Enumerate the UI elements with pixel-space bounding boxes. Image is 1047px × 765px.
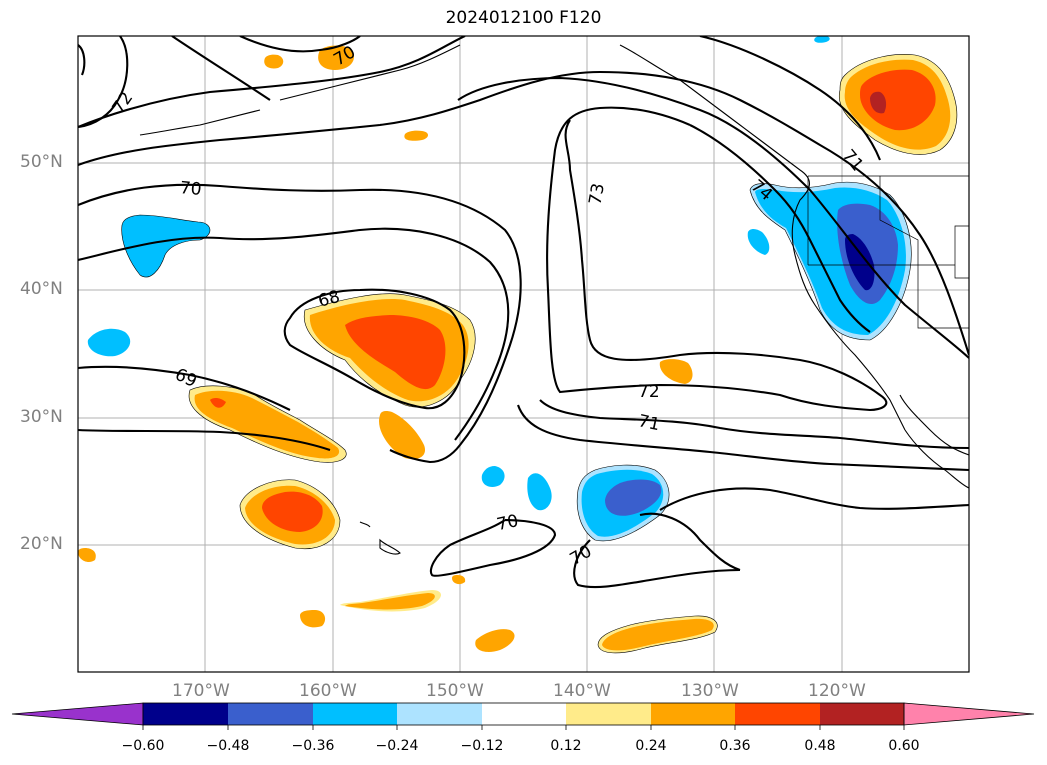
shaded-anomalies	[78, 36, 957, 653]
colorbar-tick-label: 0.24	[635, 738, 667, 754]
contour-label: 71	[636, 411, 661, 435]
colorbar-tick-label: 0.60	[888, 738, 920, 754]
colorbar-segment	[228, 703, 313, 725]
colorbar-tick-label: 0.12	[550, 738, 582, 754]
colorbar-segment	[566, 703, 651, 725]
colorbar-tick-label: −0.48	[206, 738, 250, 754]
contours	[78, 36, 969, 589]
colorbar-segment	[651, 703, 735, 725]
lon-label: 120°W	[808, 681, 866, 701]
contour-label: 72	[638, 382, 660, 402]
lat-label: 50°N	[20, 152, 63, 172]
lon-label: 170°W	[172, 681, 230, 701]
negative-anomaly-northwest	[121, 215, 210, 278]
contour-label: 73	[586, 182, 609, 207]
lat-label: 30°N	[20, 407, 63, 427]
colorbar-segment	[482, 703, 566, 725]
gridlines	[78, 36, 969, 672]
colorbar-segment	[735, 703, 820, 725]
contour-label: 70	[179, 178, 202, 200]
contour-label: 70	[495, 511, 520, 535]
colorbar-extend-low	[11, 702, 144, 726]
colorbar-segment	[313, 703, 397, 725]
colorbar-extend-high	[903, 702, 1035, 726]
colorbar-tick-label: −0.24	[375, 738, 419, 754]
colorbar	[11, 702, 1035, 730]
colorbar-tick-label: 0.48	[804, 738, 836, 754]
colorbar-segment	[820, 703, 904, 725]
colorbar-segment	[397, 703, 482, 725]
colorbar-tick-label: −0.36	[291, 738, 335, 754]
colorbar-segment	[143, 703, 228, 725]
lon-label: 150°W	[426, 681, 484, 701]
contour-labels: 72 70 70 68 69 73 72 71 70 70 71 74	[109, 42, 868, 569]
lat-label: 20°N	[20, 534, 63, 554]
lon-label: 140°W	[553, 681, 611, 701]
map-title: 2024012100 F120	[445, 8, 602, 28]
shading-outlines	[121, 54, 958, 654]
colorbar-tick-label: −0.12	[460, 738, 504, 754]
negative-anomaly-center	[605, 479, 662, 516]
colorbar-tick-label: 0.36	[719, 738, 751, 754]
colorbar-tick-label: −0.60	[121, 738, 165, 754]
contour-label: 70	[567, 542, 596, 570]
map-frame	[77, 35, 970, 673]
lon-label: 160°W	[299, 681, 357, 701]
lat-label: 40°N	[20, 279, 63, 299]
borders	[807, 175, 969, 329]
lon-label: 130°W	[681, 681, 739, 701]
